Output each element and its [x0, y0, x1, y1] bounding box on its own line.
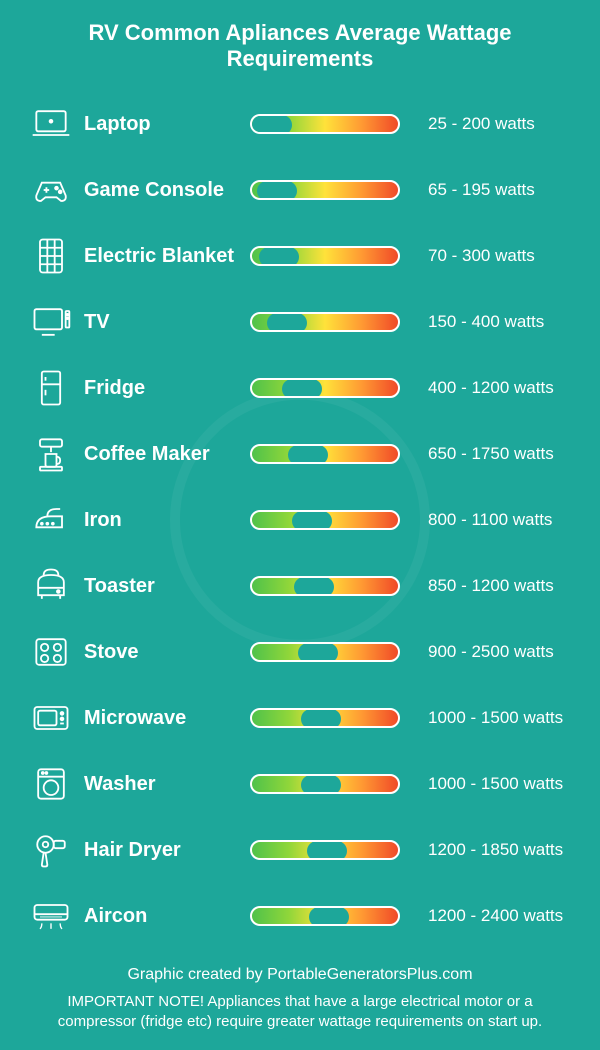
- appliance-label: Iron: [80, 509, 240, 532]
- appliance-row: Hair Dryer 1200 - 1850 watts: [22, 820, 578, 880]
- wattage-text: 650 - 1750 watts: [410, 444, 578, 464]
- wattage-text: 900 - 2500 watts: [410, 642, 578, 662]
- wattage-bar: [250, 378, 400, 398]
- bar-knob: [298, 643, 338, 662]
- appliance-label: Fridge: [80, 377, 240, 400]
- bar-knob: [288, 445, 328, 464]
- infographic: RV Common Apliances Average Wattage Requ…: [0, 0, 600, 1045]
- wattage-bar: [250, 312, 400, 332]
- iron-icon: [29, 498, 73, 542]
- tv-icon: [29, 300, 73, 344]
- appliance-row: Stove 900 - 2500 watts: [22, 622, 578, 682]
- bar-knob: [259, 247, 299, 266]
- wattage-bar: [250, 180, 400, 200]
- appliance-label: Hair Dryer: [80, 839, 240, 862]
- wattage-bar: [250, 840, 400, 860]
- fridge-icon: [29, 366, 73, 410]
- wattage-text: 70 - 300 watts: [410, 246, 578, 266]
- appliance-label: Washer: [80, 773, 240, 796]
- hair-dryer-icon: [29, 828, 73, 872]
- washer-icon: [29, 762, 73, 806]
- wattage-text: 1200 - 1850 watts: [410, 840, 578, 860]
- wattage-text: 1200 - 2400 watts: [410, 906, 578, 926]
- wattage-bar: [250, 906, 400, 926]
- appliance-row: Electric Blanket 70 - 300 watts: [22, 226, 578, 286]
- wattage-text: 1000 - 1500 watts: [410, 708, 578, 728]
- footer: Graphic created by PortableGeneratorsPlu…: [22, 966, 578, 1033]
- bar-knob: [301, 775, 341, 794]
- wattage-bar: [250, 246, 400, 266]
- bar-knob: [282, 379, 322, 398]
- wattage-text: 150 - 400 watts: [410, 312, 578, 332]
- appliance-row: Coffee Maker 650 - 1750 watts: [22, 424, 578, 484]
- appliance-label: Game Console: [80, 179, 240, 202]
- appliance-row: Washer 1000 - 1500 watts: [22, 754, 578, 814]
- page-title: RV Common Apliances Average Wattage Requ…: [22, 20, 578, 72]
- appliance-label: Electric Blanket: [80, 245, 240, 268]
- wattage-bar: [250, 510, 400, 530]
- microwave-icon: [29, 696, 73, 740]
- bar-knob: [301, 709, 341, 728]
- bar-knob: [257, 181, 297, 200]
- wattage-text: 25 - 200 watts: [410, 114, 578, 134]
- wattage-text: 65 - 195 watts: [410, 180, 578, 200]
- appliance-label: Coffee Maker: [80, 443, 240, 466]
- credit-text: Graphic created by PortableGeneratorsPlu…: [22, 966, 578, 984]
- appliance-row: Aircon 1200 - 2400 watts: [22, 886, 578, 946]
- bar-knob: [252, 115, 292, 134]
- appliance-row: Game Console 65 - 195 watts: [22, 160, 578, 220]
- wattage-text: 400 - 1200 watts: [410, 378, 578, 398]
- aircon-icon: [29, 894, 73, 938]
- electric-blanket-icon: [29, 234, 73, 278]
- appliance-label: Toaster: [80, 575, 240, 598]
- wattage-text: 1000 - 1500 watts: [410, 774, 578, 794]
- appliance-label: Laptop: [80, 113, 240, 136]
- bar-knob: [294, 577, 334, 596]
- bar-knob: [292, 511, 332, 530]
- wattage-bar: [250, 708, 400, 728]
- laptop-icon: [29, 102, 73, 146]
- bar-knob: [309, 907, 349, 926]
- appliance-row: Laptop 25 - 200 watts: [22, 94, 578, 154]
- wattage-bar: [250, 444, 400, 464]
- appliance-row: Fridge 400 - 1200 watts: [22, 358, 578, 418]
- appliance-label: TV: [80, 311, 240, 334]
- appliance-label: Microwave: [80, 707, 240, 730]
- bar-knob: [307, 841, 347, 860]
- appliance-row: Toaster 850 - 1200 watts: [22, 556, 578, 616]
- appliance-row: Iron 800 - 1100 watts: [22, 490, 578, 550]
- wattage-bar: [250, 114, 400, 134]
- bar-knob: [267, 313, 307, 332]
- game-console-icon: [29, 168, 73, 212]
- appliance-label: Aircon: [80, 905, 240, 928]
- wattage-text: 800 - 1100 watts: [410, 510, 578, 530]
- appliance-list: Laptop 25 - 200 watts Game Console 65 - …: [22, 94, 578, 946]
- wattage-bar: [250, 642, 400, 662]
- coffee-maker-icon: [29, 432, 73, 476]
- important-note: IMPORTANT NOTE! Appliances that have a l…: [22, 992, 578, 1033]
- appliance-label: Stove: [80, 641, 240, 664]
- toaster-icon: [29, 564, 73, 608]
- wattage-bar: [250, 576, 400, 596]
- appliance-row: TV 150 - 400 watts: [22, 292, 578, 352]
- wattage-text: 850 - 1200 watts: [410, 576, 578, 596]
- appliance-row: Microwave 1000 - 1500 watts: [22, 688, 578, 748]
- wattage-bar: [250, 774, 400, 794]
- stove-icon: [29, 630, 73, 674]
